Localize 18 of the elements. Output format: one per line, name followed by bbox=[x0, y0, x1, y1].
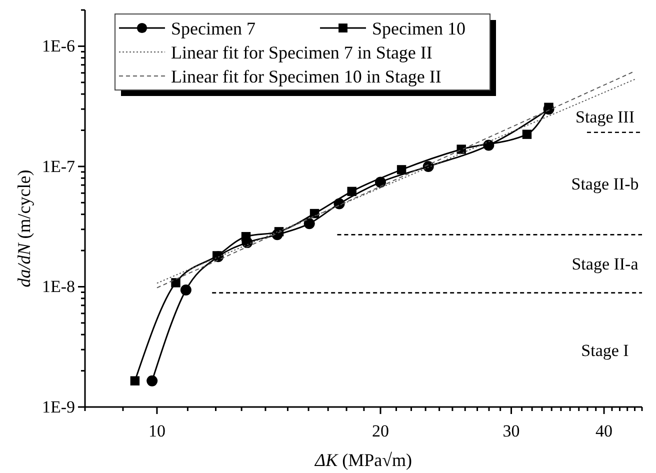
y-tick-label: 1E-9 bbox=[42, 397, 75, 416]
y-tick-label: 1E-8 bbox=[42, 277, 75, 296]
annotation: Stage III bbox=[575, 107, 635, 126]
legend-label: Specimen 7 bbox=[171, 18, 256, 38]
x-tick-label: 10 bbox=[148, 421, 166, 440]
legend-label: Specimen 10 bbox=[372, 18, 466, 38]
legend-label: Linear fit for Specimen 10 in Stage II bbox=[171, 66, 442, 86]
x-tick-label: 30 bbox=[502, 421, 520, 440]
x-tick-label: 20 bbox=[372, 421, 389, 440]
annotation: Stage II-a bbox=[572, 254, 639, 274]
annotation: Stage II-b bbox=[571, 174, 639, 194]
x-axis-title: ΔK (MPa√m) bbox=[314, 450, 412, 470]
y-tick-label: 1E-6 bbox=[42, 36, 75, 56]
y-tick-label: 1E-7 bbox=[42, 156, 76, 176]
annotation: Stage I bbox=[581, 340, 630, 360]
y-axis-title: da/dN (m/cycle) bbox=[14, 170, 34, 288]
x-tick-label: 40 bbox=[596, 421, 613, 440]
legend-label: Linear fit for Specimen 7 in Stage II bbox=[171, 42, 432, 62]
